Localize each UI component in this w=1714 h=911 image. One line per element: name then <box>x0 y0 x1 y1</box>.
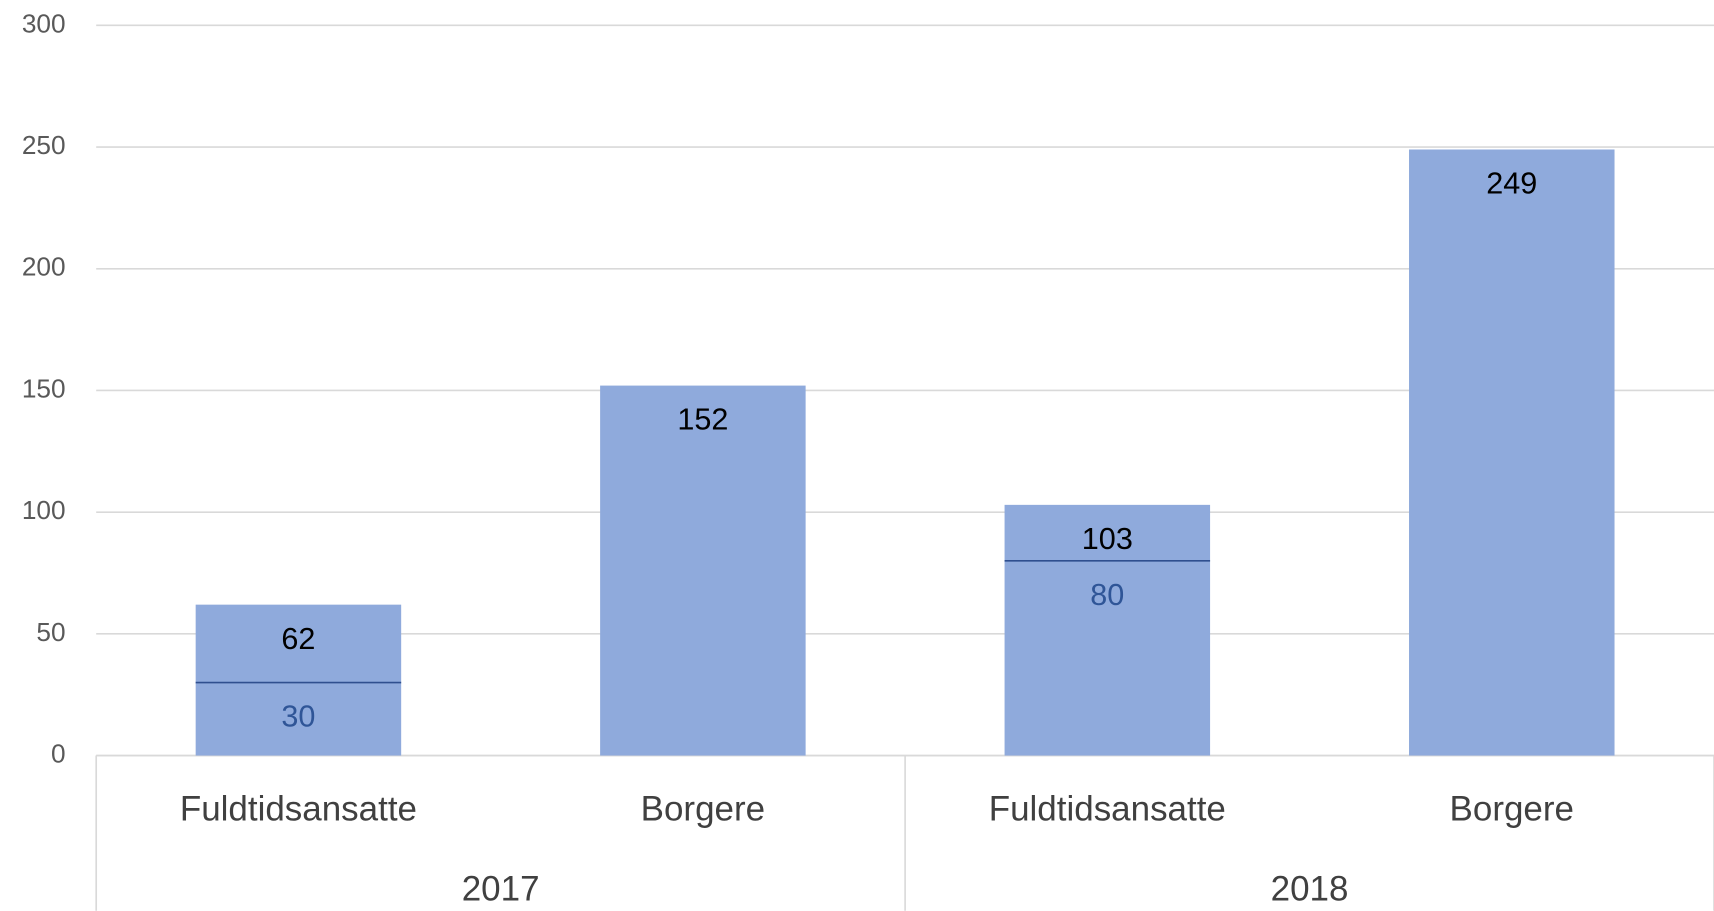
y-tick-label: 150 <box>22 373 66 403</box>
bar <box>600 385 806 756</box>
x-tick-label: Borgere <box>1450 790 1574 829</box>
x-tick-label: Fuldtidsansatte <box>989 790 1226 829</box>
group-label: 2017 <box>462 869 540 908</box>
bar <box>1409 149 1615 756</box>
value-label: 62 <box>281 622 315 656</box>
x-tick-label: Fuldtidsansatte <box>180 790 417 829</box>
bar <box>1004 504 1211 756</box>
value-label: 249 <box>1486 167 1537 201</box>
inner-label: 80 <box>1090 578 1124 612</box>
x-tick-label: Borgere <box>641 790 765 829</box>
value-label: 152 <box>677 403 728 437</box>
bar <box>195 604 402 756</box>
y-tick-label: 200 <box>22 252 66 282</box>
value-label: 103 <box>1082 522 1133 556</box>
inner-label: 30 <box>281 700 315 734</box>
y-tick-label: 50 <box>36 617 65 647</box>
group-label: 2018 <box>1271 869 1349 908</box>
y-tick-label: 100 <box>22 495 66 525</box>
y-tick-label: 0 <box>51 738 66 768</box>
y-tick-label: 250 <box>22 130 66 160</box>
y-tick-label: 300 <box>22 8 66 38</box>
